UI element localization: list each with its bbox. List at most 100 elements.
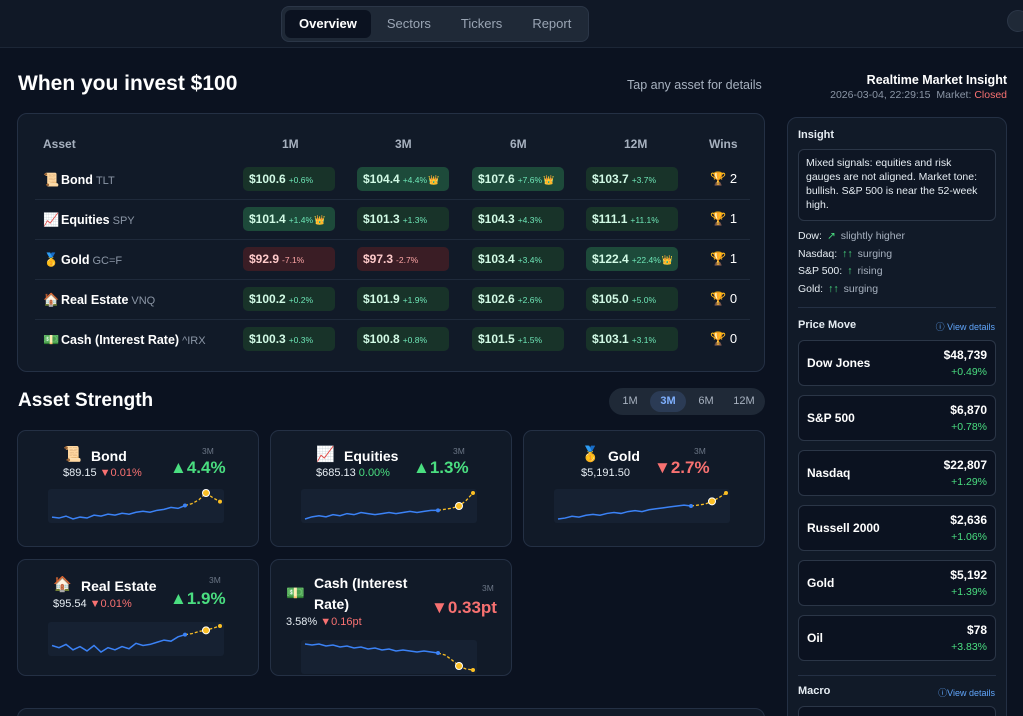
return-pill[interactable]: $103.4 +3.4% [472,247,564,271]
market-change: +1.39% [951,586,987,598]
asset-ticker: VNQ [131,295,156,307]
return-change: +4.3% [517,215,543,225]
tab-sectors[interactable]: Sectors [386,16,431,31]
double-arrow-up-icon: ↑↑ [842,248,853,260]
market-card-russell-2000[interactable]: Russell 2000 $2,636 +1.06% [798,505,996,551]
return-change: +3.4% [517,255,543,265]
return-change: +11.1% [630,215,659,225]
sparkline-background [48,489,224,523]
macro-view-details-link[interactable]: ⓘView details [938,688,995,698]
period-change: ▲1.9% [170,589,226,608]
market-name: S&P 500 [807,411,855,425]
invest-row-gold[interactable]: 🥇 Gold GC=F $92.9 -7.1% $97.3 -2.7% $103.4 +3.4%… [35,240,750,280]
asset-icon: 📜 [63,446,82,463]
asset-icon: 🏠 [43,292,60,307]
asset-icon: 📈 [316,446,335,463]
invest-row-equities[interactable]: 📈 Equities SPY $101.4 +1.4%👑 $101.3 +1.3% $104.… [35,200,750,240]
col-header-asset: Asset [43,137,76,151]
return-pill[interactable]: $100.3 +0.3% [243,327,335,351]
price-move-view-details-link[interactable]: ⓘ View details [935,322,995,332]
period-6m[interactable]: 6M [698,395,714,407]
wins-count: 2 [729,171,738,186]
sidebar-timestamp: 2026-03-04, 22:29:15 Market: Closed [830,89,1007,101]
asset-price-line: $685.13 0.00% [316,467,390,479]
return-pill[interactable]: $104.3 +4.3% [472,207,564,231]
return-value: $101.4 [249,212,286,226]
market-label: Market: [936,89,972,101]
profile-button[interactable] [1007,10,1023,32]
wins-cell: 🏆 1 [710,211,737,227]
invest-row-cash-interest-rate[interactable]: 💵 Cash (Interest Rate) ^IRX $100.3 +0.3% $100… [35,320,750,360]
period-12m[interactable]: 12M [733,395,755,407]
sidebar-title: Realtime Market Insight [866,73,1007,87]
return-pill[interactable]: $100.8 +0.8% [357,327,449,351]
market-name: Gold [807,576,835,590]
return-pill[interactable]: $107.6 +7.6%👑 [472,167,564,191]
return-pill[interactable]: $101.9 +1.9% [357,287,449,311]
asset-ticker: ^IRX [182,335,206,347]
period-label: 3M [453,446,465,456]
col-header-3m: 3M [395,137,412,151]
period-1m[interactable]: 1M [622,395,638,407]
return-pill[interactable]: $105.0 +5.0% [586,287,678,311]
sparkline-history-line [557,504,692,520]
tab-overview[interactable]: Overview [285,10,371,38]
asset-cell: 🥇 Gold GC=F [43,252,122,268]
insight-heading: Insight [798,129,835,141]
strength-card-bond[interactable]: 📜 Bond $89.15 ▼0.01% ▲4.4% 3M [17,430,259,547]
return-pill[interactable]: $122.4 +22.4%👑 [586,247,678,271]
return-value: $101.3 [363,212,400,226]
return-pill[interactable]: $100.2 +0.2% [243,287,335,311]
wins-cell: 🏆 2 [710,171,737,187]
return-pill[interactable]: $97.3 -2.7% [357,247,449,271]
market-card-gold[interactable]: Gold $5,192 +1.39% [798,560,996,606]
strength-card-real-estate[interactable]: 🏠 Real Estate $95.54 ▼0.01% ▲1.9% 3M [17,559,259,676]
asset-price: $685.13 [316,467,356,479]
asset-name: Cash (Interest Rate) [314,575,408,612]
sparkline-chart [48,622,224,656]
return-pill[interactable]: $92.9 -7.1% [243,247,335,271]
tab-report[interactable]: Report [532,16,572,31]
return-pill[interactable]: $101.4 +1.4%👑 [243,207,335,231]
macro-card[interactable] [798,706,996,716]
return-pill[interactable]: $101.3 +1.3% [357,207,449,231]
invest-row-bond[interactable]: 📜 Bond TLT $100.6 +0.6% $104.4 +4.4%👑 $107.6 +7.… [35,160,750,200]
invest-row-real-estate[interactable]: 🏠 Real Estate VNQ $100.2 +0.2% $101.9 +1.9% $10… [35,280,750,320]
market-card-s-p-500[interactable]: S&P 500 $6,870 +0.78% [798,395,996,441]
return-change: +0.3% [288,335,314,345]
return-change: +1.3% [402,215,428,225]
strength-card-gold[interactable]: 🥇 Gold $5,191.50 ▼2.7% 3M [523,430,765,547]
return-change: +0.2% [288,295,314,305]
return-value: $97.3 [363,252,394,266]
sparkline-end-point [471,668,475,672]
wins-cell: 🏆 0 [710,291,737,307]
sparkline-current-point [202,489,210,497]
return-pill[interactable]: $103.7 +3.7% [586,167,678,191]
wins-count: 0 [729,331,738,346]
return-pill[interactable]: $103.1 +3.1% [586,327,678,351]
period-label: 3M [209,575,221,585]
asset-icon: 💵 [43,332,60,347]
crown-icon: 👑 [314,215,326,225]
sparkline-background [301,640,477,674]
return-pill[interactable]: $104.4 +4.4%👑 [357,167,449,191]
market-card-oil[interactable]: Oil $78 +3.83% [798,615,996,661]
return-pill[interactable]: $101.5 +1.5% [472,327,564,351]
market-value: $78 [966,623,987,637]
trophy-icon: 🏆 [710,171,730,186]
return-pill[interactable]: $100.6 +0.6% [243,167,335,191]
period-3m[interactable]: 3M [650,391,686,412]
return-change: +2.6% [517,295,543,305]
return-change: +5.0% [631,295,657,305]
indicator-label: S&P 500: [798,265,843,277]
return-pill[interactable]: $102.6 +2.6% [472,287,564,311]
market-card-nasdaq[interactable]: Nasdaq $22,807 +1.29% [798,450,996,496]
return-value: $100.8 [363,332,400,346]
tab-tickers[interactable]: Tickers [460,16,503,31]
market-card-dow-jones[interactable]: Dow Jones $48,739 +0.49% [798,340,996,386]
indicator-sp500: S&P 500: ↑ rising [798,265,883,277]
strength-card-equities[interactable]: 📈 Equities $685.13 0.00% ▲1.3% 3M [270,430,512,547]
return-pill[interactable]: $111.1 +11.1% [586,207,678,231]
strength-card-cash-interest-rate[interactable]: 💵 Cash (Interest Rate) 3.58% ▼0.16pt ▼0.33pt… [270,559,512,676]
asset-icon: 📜 [43,172,60,187]
